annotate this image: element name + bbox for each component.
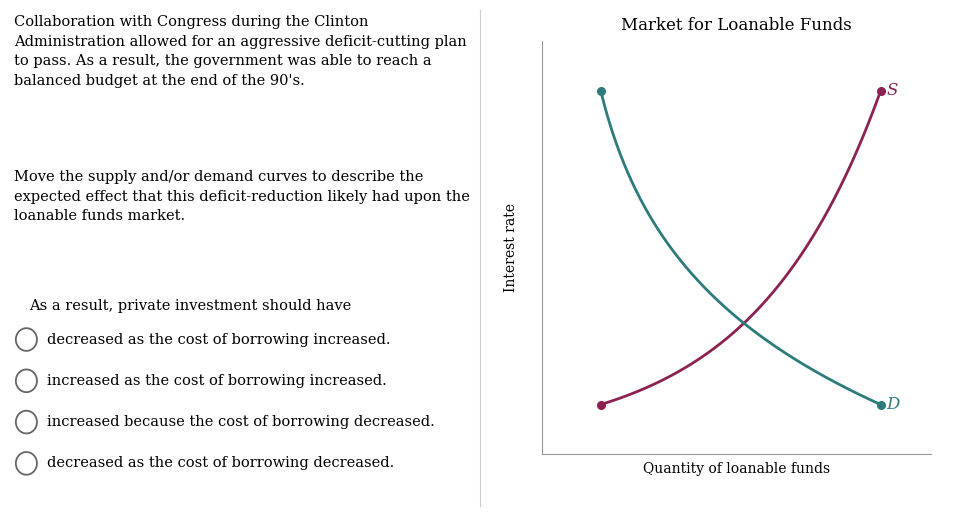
X-axis label: Quantity of loanable funds: Quantity of loanable funds (643, 462, 830, 476)
Text: S: S (886, 83, 898, 99)
Text: Interest rate: Interest rate (504, 203, 518, 292)
Text: D: D (886, 396, 900, 413)
Text: Move the supply and/or demand curves to describe the
expected effect that this d: Move the supply and/or demand curves to … (14, 170, 470, 223)
Text: increased because the cost of borrowing decreased.: increased because the cost of borrowing … (47, 415, 435, 429)
Text: As a result, private investment should have: As a result, private investment should h… (29, 299, 351, 313)
Text: Collaboration with Congress during the Clinton
Administration allowed for an agg: Collaboration with Congress during the C… (14, 15, 468, 88)
Title: Market for Loanable Funds: Market for Loanable Funds (621, 17, 852, 34)
Text: decreased as the cost of borrowing decreased.: decreased as the cost of borrowing decre… (47, 456, 395, 471)
Text: increased as the cost of borrowing increased.: increased as the cost of borrowing incre… (47, 374, 387, 388)
Text: decreased as the cost of borrowing increased.: decreased as the cost of borrowing incre… (47, 332, 391, 347)
